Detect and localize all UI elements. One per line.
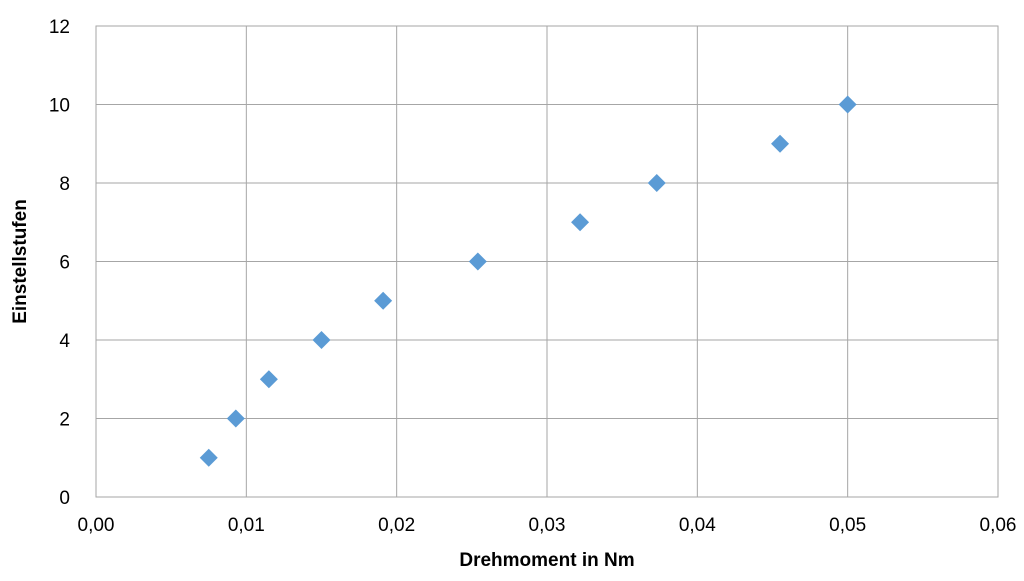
data-point-9 xyxy=(771,134,790,153)
x-tick-label: 0,06 xyxy=(980,515,1017,536)
y-tick-label: 12 xyxy=(49,17,70,38)
x-axis-tick-labels: 0,00 0,01 0,02 0,03 0,04 0,05 0,06 xyxy=(78,515,1017,536)
x-tick-label: 0,01 xyxy=(228,515,265,536)
y-tick-label: 10 xyxy=(49,96,70,117)
y-axis-title: Einstellstufen xyxy=(10,199,31,324)
x-tick-label: 0,03 xyxy=(529,515,566,536)
y-tick-label: 0 xyxy=(59,488,70,509)
x-axis-title: Drehmoment in Nm xyxy=(459,550,634,571)
x-tick-label: 0,05 xyxy=(829,515,866,536)
y-tick-label: 4 xyxy=(59,331,70,352)
data-point-4 xyxy=(312,331,331,349)
y-tick-label: 6 xyxy=(59,253,70,274)
y-axis-tick-labels: 0 2 4 6 8 10 12 xyxy=(49,17,71,509)
data-points xyxy=(199,95,857,467)
data-point-10 xyxy=(838,95,857,114)
data-point-2 xyxy=(226,409,245,428)
data-point-3 xyxy=(259,370,278,389)
y-tick-label: 2 xyxy=(59,410,70,431)
data-point-8 xyxy=(647,174,666,192)
grid-lines xyxy=(95,25,999,498)
data-point-6 xyxy=(468,252,487,271)
x-tick-label: 0,00 xyxy=(78,515,115,536)
data-point-1 xyxy=(199,448,218,467)
y-tick-label: 8 xyxy=(59,174,70,195)
plot-area xyxy=(95,25,999,498)
x-tick-label: 0,04 xyxy=(679,515,716,536)
x-tick-label: 0,02 xyxy=(378,515,415,536)
data-point-7 xyxy=(571,213,590,232)
data-point-5 xyxy=(374,291,393,310)
